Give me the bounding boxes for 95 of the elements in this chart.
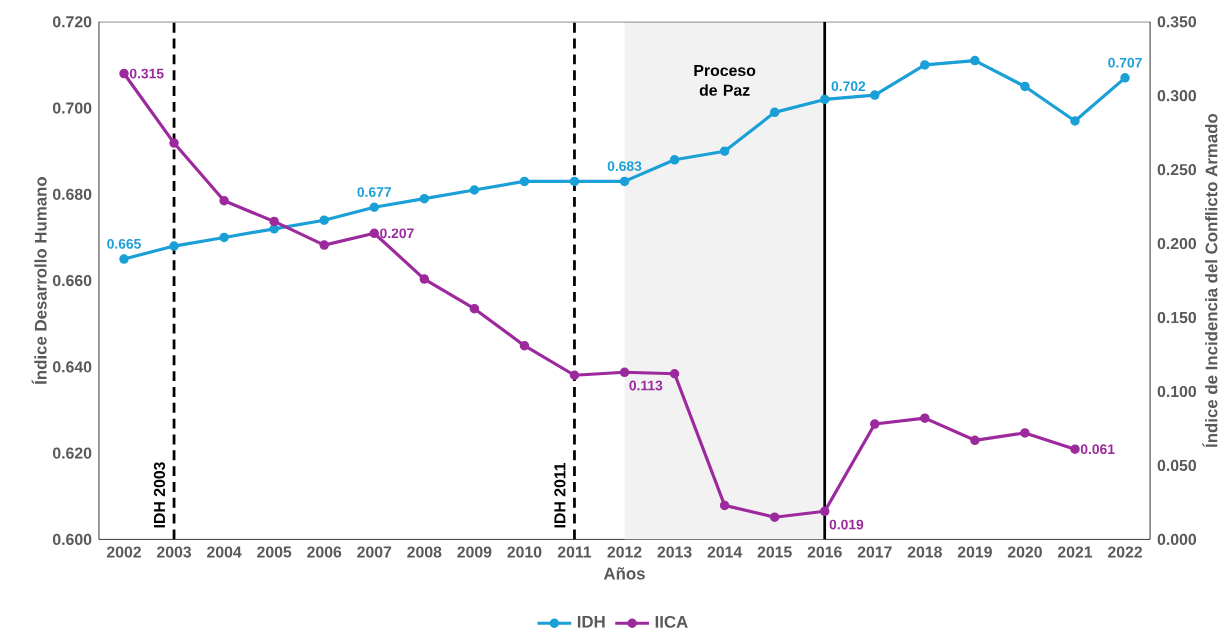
x-tick-label: 2013 [657, 546, 692, 558]
y-tick-label: 0.680 [52, 188, 92, 201]
point [870, 419, 880, 430]
y-tick-label: 0.720 [52, 16, 92, 28]
point [1070, 444, 1080, 455]
x-tick-label: 2006 [307, 546, 342, 558]
x-tick-label: 2005 [257, 546, 292, 558]
y2-tick-label: 0.200 [1157, 238, 1197, 250]
point [1070, 116, 1080, 126]
point [519, 176, 530, 187]
y2-tick-label: 0.150 [1157, 312, 1197, 324]
data-label: 0.061 [1080, 444, 1115, 455]
point [169, 241, 179, 252]
point [219, 196, 229, 206]
y2-tick-label: 0.250 [1157, 164, 1197, 176]
data-label: 0.019 [829, 519, 864, 530]
point [269, 224, 279, 234]
x-tick-label: 2011 [557, 546, 592, 558]
y-axis-title: Índice Desarrollo Humano [31, 177, 47, 385]
data-label: 0.315 [129, 68, 164, 79]
x-tick-label: 2014 [707, 546, 743, 558]
legend-label: IDH [577, 616, 605, 628]
point [569, 176, 580, 187]
point [1020, 428, 1030, 438]
y2-tick-label: 0.000 [1157, 534, 1197, 546]
y2-tick-label: 0.050 [1157, 460, 1197, 472]
point [819, 506, 830, 517]
x-tick-label: 2018 [907, 546, 942, 558]
x-tick-label: 2019 [957, 546, 992, 558]
point [269, 216, 279, 227]
band-label: Proceso de Paz [694, 65, 756, 97]
point [1020, 81, 1030, 92]
y2-tick-label: 0.100 [1157, 386, 1197, 398]
x-tick-label: 2021 [1057, 546, 1093, 558]
x-tick-label: 2022 [1107, 546, 1142, 558]
ref-line-label: IDH 2003 [153, 462, 166, 528]
point [419, 274, 430, 285]
data-label: 0.113 [629, 380, 663, 391]
x-tick-label: 2012 [607, 546, 642, 558]
x-tick-label: 2016 [807, 546, 842, 558]
point [769, 107, 780, 118]
point [819, 94, 830, 105]
point [319, 215, 329, 226]
point [169, 138, 179, 149]
point [519, 341, 530, 351]
y-tick-label: 0.700 [52, 102, 92, 114]
point [719, 146, 730, 157]
y-tick-label: 0.620 [52, 447, 92, 459]
data-label: 0.665 [107, 239, 141, 249]
point [119, 69, 129, 79]
point [719, 500, 730, 511]
y-tick-label: 0.660 [52, 275, 92, 287]
data-label: 0.207 [380, 228, 414, 239]
point [870, 90, 880, 101]
x-tick-label: 2003 [157, 546, 192, 558]
data-label: 0.683 [607, 161, 642, 172]
x-tick-label: 2020 [1007, 546, 1042, 558]
ref-line-label: IDH 2011 [554, 463, 566, 528]
data-label: 0.677 [357, 187, 391, 198]
point [619, 367, 630, 378]
x-tick-label: 2008 [407, 546, 442, 558]
legend-label: IICA [655, 616, 688, 629]
x-tick-label: 2017 [857, 546, 892, 558]
point [469, 304, 480, 314]
point [569, 370, 580, 381]
x-tick-label: 2002 [106, 546, 141, 558]
y2-tick-label: 0.350 [1157, 16, 1197, 28]
point [920, 60, 930, 70]
point [469, 185, 480, 195]
x-axis-title: Años [603, 567, 645, 580]
point [769, 512, 780, 523]
x-tick-label: 2010 [507, 546, 542, 558]
x-tick-label: 2007 [357, 546, 392, 558]
point [119, 254, 129, 265]
point [970, 56, 980, 66]
point [319, 240, 329, 251]
point [669, 369, 680, 379]
point [669, 155, 680, 165]
x-tick-label: 2004 [207, 546, 242, 558]
point [1120, 73, 1130, 83]
point [920, 413, 930, 424]
y-tick-label: 0.600 [52, 534, 92, 546]
point [369, 202, 380, 213]
y-tick-label: 0.640 [52, 361, 92, 373]
y2-tick-label: 0.300 [1157, 90, 1197, 102]
point [219, 232, 229, 243]
x-tick-label: 2009 [457, 546, 492, 558]
point [619, 176, 630, 187]
point [369, 228, 380, 239]
y2-axis-title: Índice de Incidencia del Conflicto Armado [1202, 114, 1218, 448]
x-tick-label: 2015 [757, 546, 792, 558]
data-label: 0.702 [831, 81, 866, 92]
point [970, 435, 980, 446]
point [419, 194, 430, 204]
data-label: 0.707 [1108, 58, 1142, 68]
